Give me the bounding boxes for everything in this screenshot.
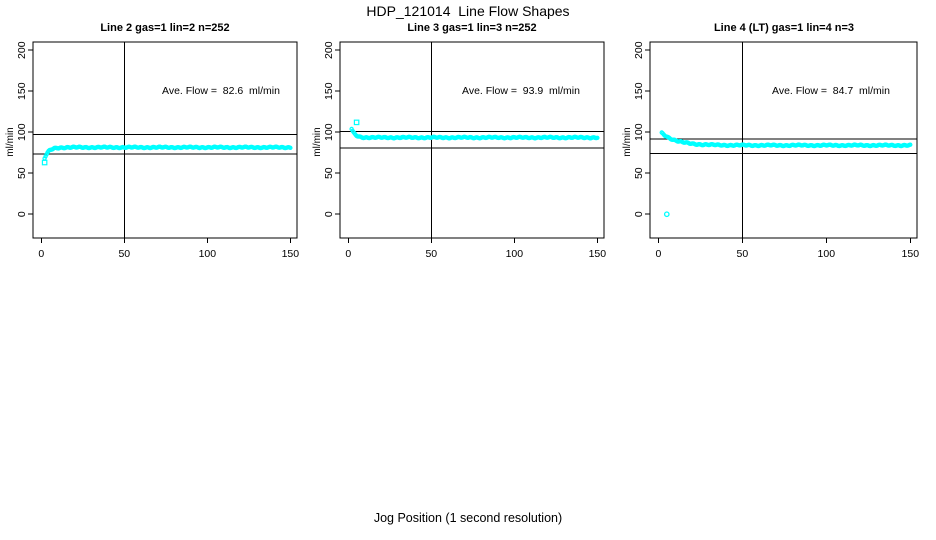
plot-box xyxy=(32,41,298,239)
y-tick-label: 0 xyxy=(323,211,335,217)
y-axis-unit-label: ml/min xyxy=(312,127,323,156)
panel-3: 0 50 100 150 0 50 100 150 200 ml/min xyxy=(622,41,919,260)
y-axis-unit-label: ml/min xyxy=(622,127,633,156)
panel-3-title: Line 4 (LT) gas=1 lin=4 n=3 xyxy=(713,22,855,34)
x-tick-label: 50 xyxy=(737,248,749,260)
x-tick-label: 0 xyxy=(655,248,661,260)
y-tick-label: 150 xyxy=(16,82,28,100)
x-tick-label: 50 xyxy=(118,248,130,260)
x-tick-label: 100 xyxy=(818,248,836,260)
y-tick-label: 150 xyxy=(633,82,645,100)
data-point xyxy=(595,135,600,141)
panel-3-ave-flow-annotation: Ave. Flow = 84.7 ml/min xyxy=(772,85,890,97)
panel-2-ave-flow-annotation: Ave. Flow = 93.9 ml/min xyxy=(462,85,580,97)
outlier-point-square xyxy=(41,159,48,166)
panel-1-title: Line 2 gas=1 lin=2 n=252 xyxy=(100,22,230,34)
x-tick-label: 0 xyxy=(38,248,44,260)
y-tick-label: 50 xyxy=(16,167,28,179)
outlier-point-square xyxy=(353,119,360,126)
data-point xyxy=(908,142,913,147)
chart-title: HDP_121014 Line Flow Shapes xyxy=(366,3,570,19)
y-tick-label: 200 xyxy=(633,41,645,59)
y-tick-label: 100 xyxy=(16,123,28,141)
plot-canvas: 0 50 100 150 0 50 100 150 200 ml/min 0 50 100 150 0 50 1… xyxy=(5,41,919,260)
plot-box xyxy=(649,41,918,239)
y-tick-label: 200 xyxy=(16,41,28,59)
x-tick-label: 100 xyxy=(199,248,217,260)
outlier-point-circle xyxy=(663,211,670,218)
data-point xyxy=(288,145,293,151)
x-tick-label: 150 xyxy=(282,248,300,260)
y-tick-label: 100 xyxy=(323,123,335,141)
y-tick-label: 100 xyxy=(633,123,645,141)
y-tick-label: 0 xyxy=(16,211,28,217)
x-tick-label: 50 xyxy=(425,248,437,260)
x-tick-label: 150 xyxy=(589,248,607,260)
x-tick-label: 100 xyxy=(506,248,524,260)
y-tick-label: 50 xyxy=(633,167,645,179)
x-tick-label: 150 xyxy=(902,248,920,260)
plot-box xyxy=(339,41,605,239)
y-tick-label: 150 xyxy=(323,82,335,100)
y-tick-label: 0 xyxy=(633,211,645,217)
panel-2: 0 50 100 150 0 50 100 150 200 ml/min xyxy=(312,41,606,260)
y-tick-label: 50 xyxy=(323,167,335,179)
y-tick-label: 200 xyxy=(323,41,335,59)
x-tick-label: 0 xyxy=(345,248,351,260)
panel-2-title: Line 3 gas=1 lin=3 n=252 xyxy=(407,22,537,34)
y-axis-unit-label: ml/min xyxy=(5,127,16,156)
x-axis-label: Jog Position (1 second resolution) xyxy=(373,511,563,525)
panel-1-ave-flow-annotation: Ave. Flow = 82.6 ml/min xyxy=(162,85,280,97)
panel-1: 0 50 100 150 0 50 100 150 200 ml/min xyxy=(5,41,299,260)
